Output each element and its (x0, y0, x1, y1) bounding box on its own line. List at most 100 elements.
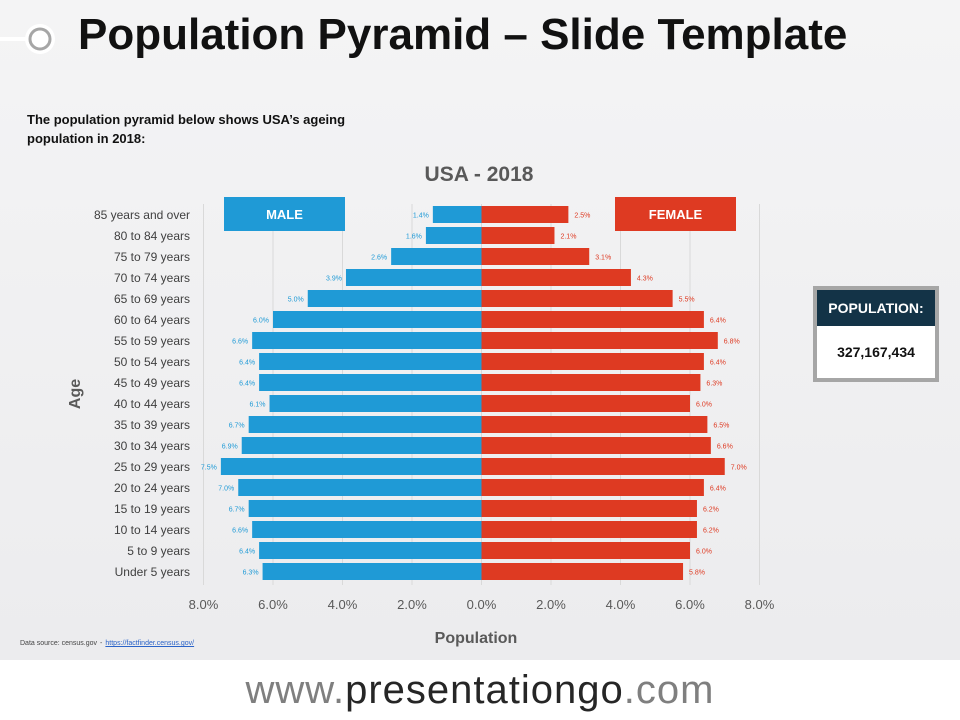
data-label-male: 2.6% (371, 255, 387, 262)
bar-male (269, 395, 482, 412)
source-link[interactable]: https://factfinder.census.gov/ (105, 640, 195, 647)
data-label-female: 6.3% (706, 381, 722, 388)
bar-female (481, 542, 690, 559)
population-box: POPULATION: 327,167,434 (813, 286, 939, 382)
bar-female (481, 500, 697, 517)
chart-description: The population pyramid below shows USA’s… (27, 112, 346, 146)
page-title: Population Pyramid – Slide Template (78, 10, 848, 59)
magnifier-icon (0, 24, 55, 54)
x-tick-label: 4.0% (606, 597, 636, 612)
data-label-male: 7.0% (218, 486, 234, 493)
category-label: 65 to 69 years (114, 292, 190, 306)
source-separator: - (100, 640, 103, 647)
data-label-male: 6.4% (239, 549, 255, 556)
bar-male (259, 374, 482, 391)
x-axis-label: Population (435, 630, 518, 647)
category-label: 75 to 79 years (114, 250, 190, 264)
category-label: 30 to 34 years (114, 439, 190, 453)
data-label-male: 1.6% (406, 234, 422, 241)
data-label-male: 6.6% (232, 339, 248, 346)
data-label-female: 6.0% (696, 402, 712, 409)
category-label: 5 to 9 years (127, 544, 190, 558)
bar-male (241, 437, 482, 454)
data-label-female: 6.2% (703, 528, 719, 535)
bar-male (273, 311, 482, 328)
footer-url[interactable]: www.presentationgo.com (0, 660, 960, 720)
data-label-female: 2.5% (574, 213, 590, 220)
category-label: 55 to 59 years (114, 334, 190, 348)
category-label: 20 to 24 years (114, 481, 190, 495)
category-labels: 85 years and over 80 to 84 years 75 to 79 … (94, 208, 190, 579)
data-label-female: 6.8% (724, 339, 740, 346)
x-tick-label: 8.0% (745, 597, 775, 612)
category-label: 10 to 14 years (114, 523, 190, 537)
x-tick-label: 6.0% (258, 597, 288, 612)
data-source: Data source: census.gov - https://factfind… (20, 640, 194, 647)
legend-female-label: FEMALE (649, 207, 703, 222)
category-label: 50 to 54 years (114, 355, 190, 369)
population-value: 327,167,434 (837, 344, 915, 360)
chart-title: USA - 2018 (425, 163, 534, 186)
data-label-female: 5.5% (679, 297, 695, 304)
legend-female: FEMALE (615, 197, 736, 231)
data-label-female: 7.0% (731, 465, 747, 472)
data-label-female: 5.8% (689, 570, 705, 577)
category-label: 70 to 74 years (114, 271, 190, 285)
x-tick-label: 0.0% (467, 597, 497, 612)
category-label: 40 to 44 years (114, 397, 190, 411)
category-label: 60 to 64 years (114, 313, 190, 327)
data-label-male: 1.4% (413, 213, 429, 220)
category-label: 25 to 29 years (114, 460, 190, 474)
bar-female (481, 206, 569, 223)
y-axis-label: Age (67, 379, 84, 409)
category-label: 35 to 39 years (114, 418, 190, 432)
category-label: Under 5 years (115, 565, 190, 579)
data-label-female: 6.6% (717, 444, 733, 451)
x-tick-labels: 8.0% 6.0% 4.0% 2.0% 0.0% 2.0% 4.0% 6.0% 8.0% (189, 597, 775, 612)
bar-male (220, 458, 482, 475)
bar-female (481, 248, 590, 265)
bar-female (481, 437, 711, 454)
bar-female (481, 479, 704, 496)
bar-female (481, 374, 701, 391)
data-label-male: 6.0% (253, 318, 269, 325)
bar-female (481, 416, 708, 433)
bar-male (248, 500, 482, 517)
data-labels: 1.4% 2.5% 1.6% 2.1% 2.6% 3.1% 3.9% 4.3% 5.0% 5.5%… (201, 213, 747, 577)
bar-male (262, 563, 482, 580)
bar-male (259, 542, 482, 559)
bar-male (391, 248, 482, 265)
bar-female (481, 353, 704, 370)
x-tick-label: 2.0% (397, 597, 427, 612)
bar-female (481, 269, 631, 286)
data-label-male: 6.9% (222, 444, 238, 451)
data-label-female: 3.1% (595, 255, 611, 262)
bar-female (481, 563, 684, 580)
data-label-male: 6.4% (239, 381, 255, 388)
bar-male (252, 332, 482, 349)
legend-male: MALE (224, 197, 345, 231)
bar-male (345, 269, 482, 286)
category-label: 85 years and over (94, 208, 190, 222)
source-label: Data source: census.gov (20, 640, 98, 647)
data-label-female: 2.1% (560, 234, 576, 241)
bar-male (252, 521, 482, 538)
bar-female (481, 521, 697, 538)
data-label-male: 6.7% (229, 507, 245, 514)
category-label: 80 to 84 years (114, 229, 190, 243)
bar-male (432, 206, 482, 223)
data-label-male: 6.7% (229, 423, 245, 430)
data-label-male: 7.5% (201, 465, 217, 472)
bar-female (481, 458, 725, 475)
data-label-male: 5.0% (288, 297, 304, 304)
footer-brand: presentationgo (345, 668, 624, 712)
bar-female (481, 395, 690, 412)
bar-female (481, 311, 704, 328)
data-label-female: 4.3% (637, 276, 653, 283)
data-label-male: 6.3% (243, 570, 259, 577)
footer-suffix: .com (623, 668, 715, 712)
x-tick-label: 8.0% (189, 597, 219, 612)
data-label-female: 6.0% (696, 549, 712, 556)
data-label-female: 6.4% (710, 360, 726, 367)
bar-male (425, 227, 482, 244)
